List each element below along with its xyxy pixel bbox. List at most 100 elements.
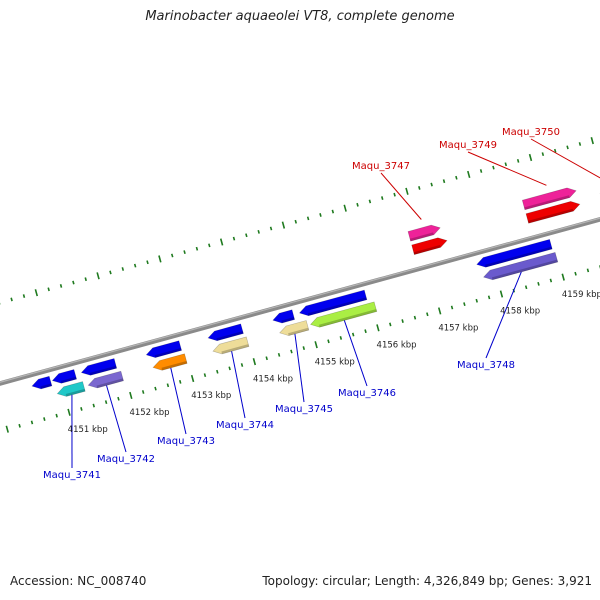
gene-label[interactable]: Maqu_3749 xyxy=(439,140,497,151)
leader-line xyxy=(231,351,246,419)
minor-tick xyxy=(549,278,553,283)
kbp-label: 4158 kbp xyxy=(500,307,540,317)
minor-tick xyxy=(566,145,569,150)
minor-tick xyxy=(418,186,421,190)
gene-arrow-shade xyxy=(319,309,377,328)
gene-arrow[interactable] xyxy=(145,340,182,358)
gene-arrow[interactable] xyxy=(152,353,188,371)
gene-label[interactable]: Maqu_3748 xyxy=(457,360,515,371)
leader-line-layer xyxy=(71,138,600,469)
gene-label[interactable]: Maqu_3743 xyxy=(157,436,215,447)
gene-arrow-shade xyxy=(485,246,553,268)
minor-tick xyxy=(578,142,582,146)
gene-arrow[interactable] xyxy=(31,375,53,390)
minor-tick xyxy=(331,209,335,214)
minor-tick xyxy=(22,294,26,298)
minor-tick xyxy=(479,169,483,173)
minor-tick xyxy=(524,285,528,290)
major-tick xyxy=(252,358,257,366)
minor-tick xyxy=(290,349,293,354)
minor-tick xyxy=(401,319,404,323)
gene-label[interactable]: Maqu_3750 xyxy=(502,127,560,138)
minor-tick xyxy=(306,216,310,221)
gene-label[interactable]: Maqu_3742 xyxy=(97,454,155,465)
gene-arrow[interactable] xyxy=(521,187,577,211)
gene-label[interactable]: Maqu_3741 xyxy=(43,470,101,481)
major-tick xyxy=(499,290,504,298)
gene-arrow[interactable] xyxy=(310,301,378,328)
major-tick xyxy=(343,204,347,212)
minor-tick xyxy=(47,287,50,292)
minor-tick xyxy=(30,420,34,425)
gene-arrow[interactable] xyxy=(87,370,124,389)
major-tick xyxy=(219,238,224,246)
gene-arrow[interactable] xyxy=(279,320,310,336)
gene-arrow[interactable] xyxy=(411,237,448,255)
label-layer: 4151 kbp 4152 kbp 4153 kbp 4154 kbp 4155 kbp… xyxy=(43,127,600,481)
major-tick xyxy=(281,221,286,229)
gene-arrow[interactable] xyxy=(407,224,441,242)
gene-arrow[interactable] xyxy=(298,289,368,317)
minor-tick xyxy=(455,175,458,180)
gene-arrow-shade xyxy=(491,259,558,280)
kbp-label: 4159 kbp xyxy=(562,290,600,300)
tick-layer xyxy=(0,137,600,433)
minor-tick xyxy=(574,271,577,276)
minor-tick xyxy=(302,346,306,350)
gene-label[interactable]: Maqu_3746 xyxy=(338,388,396,399)
gene-arrow-shade xyxy=(216,331,244,341)
minor-tick xyxy=(133,263,137,268)
leader-line xyxy=(530,138,600,179)
minor-tick xyxy=(55,413,58,418)
gene-arrow[interactable] xyxy=(212,336,250,355)
gene-arrow-shade xyxy=(65,388,86,397)
gene-arrow-shade xyxy=(221,344,249,354)
minor-tick xyxy=(541,152,545,157)
gene-arrow[interactable] xyxy=(272,309,295,324)
gene-label[interactable]: Maqu_3745 xyxy=(275,404,333,415)
minor-tick xyxy=(43,417,46,421)
minor-tick xyxy=(368,199,372,204)
minor-tick xyxy=(327,339,330,344)
kbp-label: 4152 kbp xyxy=(129,408,169,418)
gene-arrow[interactable] xyxy=(80,358,118,376)
leader-line xyxy=(170,367,187,435)
gene-arrow[interactable] xyxy=(483,252,559,281)
gene-label[interactable]: Maqu_3747 xyxy=(352,161,410,172)
minor-tick xyxy=(339,336,343,340)
kbp-label: 4157 kbp xyxy=(438,324,478,334)
minor-tick xyxy=(179,379,182,384)
gene-arrow[interactable] xyxy=(525,201,581,224)
major-tick xyxy=(467,170,471,178)
minor-tick xyxy=(364,329,367,334)
major-tick xyxy=(590,137,594,145)
major-tick xyxy=(129,391,133,399)
gene-label[interactable]: Maqu_3744 xyxy=(216,420,274,431)
major-tick xyxy=(561,273,565,281)
gene-arrow-shade xyxy=(161,361,188,371)
gene-arrow-shade xyxy=(524,195,570,210)
gene-arrow[interactable] xyxy=(476,239,553,268)
kbp-label: 4153 kbp xyxy=(191,391,231,401)
gene-arrow[interactable] xyxy=(56,381,86,397)
gene-arrow[interactable] xyxy=(51,369,77,384)
gene-arrow-shade xyxy=(40,383,52,389)
minor-tick xyxy=(146,260,149,265)
accession-text: Accession: NC_008740 xyxy=(10,574,147,588)
minor-tick xyxy=(109,270,112,275)
minor-tick xyxy=(232,236,236,241)
minor-tick xyxy=(413,315,417,320)
major-tick xyxy=(158,255,162,263)
minor-tick xyxy=(84,277,87,282)
minor-tick xyxy=(203,373,207,378)
gene-arrow[interactable] xyxy=(207,323,244,342)
leader-line xyxy=(343,320,368,387)
gene-arrow-shade xyxy=(96,378,124,388)
leader-line xyxy=(485,271,522,359)
major-tick xyxy=(96,272,100,280)
gene-arrow-shade xyxy=(413,245,441,255)
minor-tick xyxy=(294,219,298,224)
minor-tick xyxy=(80,407,83,411)
backbone-line xyxy=(0,217,600,386)
minor-tick xyxy=(463,302,466,307)
